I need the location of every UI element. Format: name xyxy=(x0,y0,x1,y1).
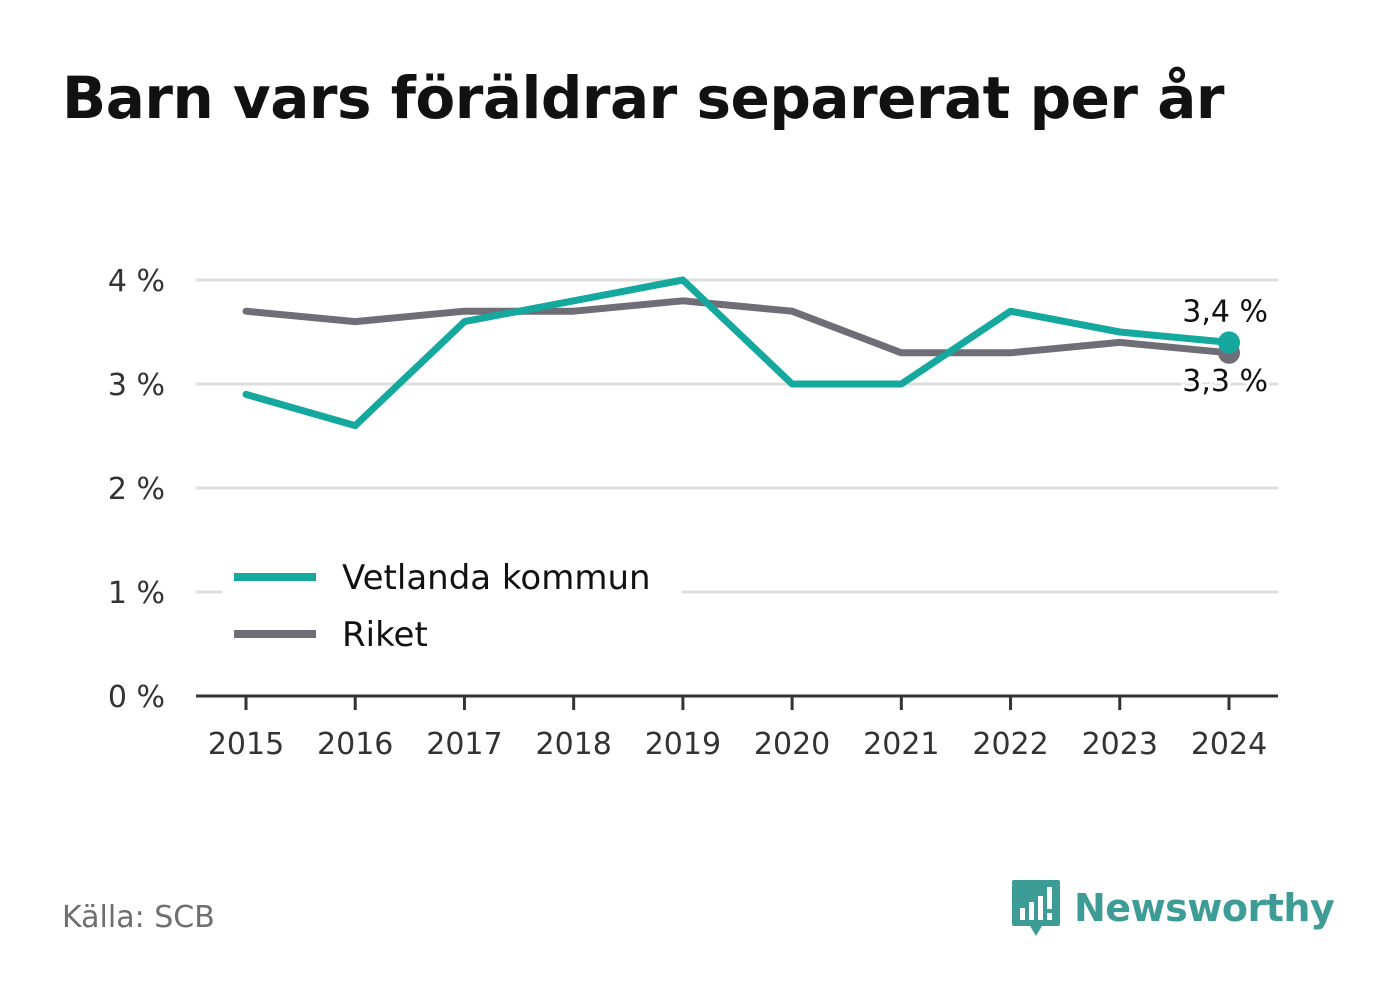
series-end-point xyxy=(1218,331,1240,354)
x-tick-label: 2020 xyxy=(754,727,830,762)
y-tick-label: 4 % xyxy=(108,264,165,299)
x-tick-label: 2019 xyxy=(645,727,721,762)
end-label-series-2: 3,3 % xyxy=(1182,364,1268,399)
x-tick-label: 2021 xyxy=(863,727,939,762)
y-tick-label: 1 % xyxy=(108,576,165,611)
y-tick-label: 0 % xyxy=(108,680,165,715)
x-tick-label: 2024 xyxy=(1191,727,1267,762)
brand-name: Newsworthy xyxy=(1074,886,1335,930)
x-tick-label: 2018 xyxy=(535,727,611,762)
legend-background xyxy=(222,540,682,665)
series-line xyxy=(242,276,1233,430)
brand-logo: Newsworthy xyxy=(1010,878,1335,938)
x-axis-tick-labels: 2015 2016 2017 2018 2019 2020 2021 2022 2023 2024 xyxy=(208,727,1267,762)
y-axis-tick-labels: 0 % 1 % 2 % 3 % 4 % xyxy=(108,264,165,715)
series-line xyxy=(242,297,1233,357)
x-tick-label: 2016 xyxy=(317,727,393,762)
x-tick-label: 2015 xyxy=(208,727,284,762)
line-chart: 0 % 1 % 2 % 3 % 4 % 2015 2016 2017 2018 2019 2020… xyxy=(108,264,1278,762)
series-lines xyxy=(242,276,1240,430)
newsworthy-logo-icon xyxy=(1012,880,1060,936)
legend-label: Vetlanda kommun xyxy=(342,558,651,598)
end-label-series-1: 3,4 % xyxy=(1182,294,1268,329)
y-tick-label: 2 % xyxy=(108,472,165,507)
x-tick-label: 2022 xyxy=(972,727,1048,762)
x-tick-label: 2017 xyxy=(426,727,502,762)
legend: Vetlanda kommun Riket xyxy=(222,540,682,665)
source-note: Källa: SCB xyxy=(62,900,215,935)
x-tick-label: 2023 xyxy=(1082,727,1158,762)
x-axis xyxy=(196,694,1278,710)
chart-title: Barn vars föräldrar separerat per år xyxy=(62,64,1224,132)
y-tick-label: 3 % xyxy=(108,368,165,403)
end-labels: 3,4 % 3,3 % xyxy=(1179,291,1271,401)
legend-label: Riket xyxy=(342,615,428,655)
